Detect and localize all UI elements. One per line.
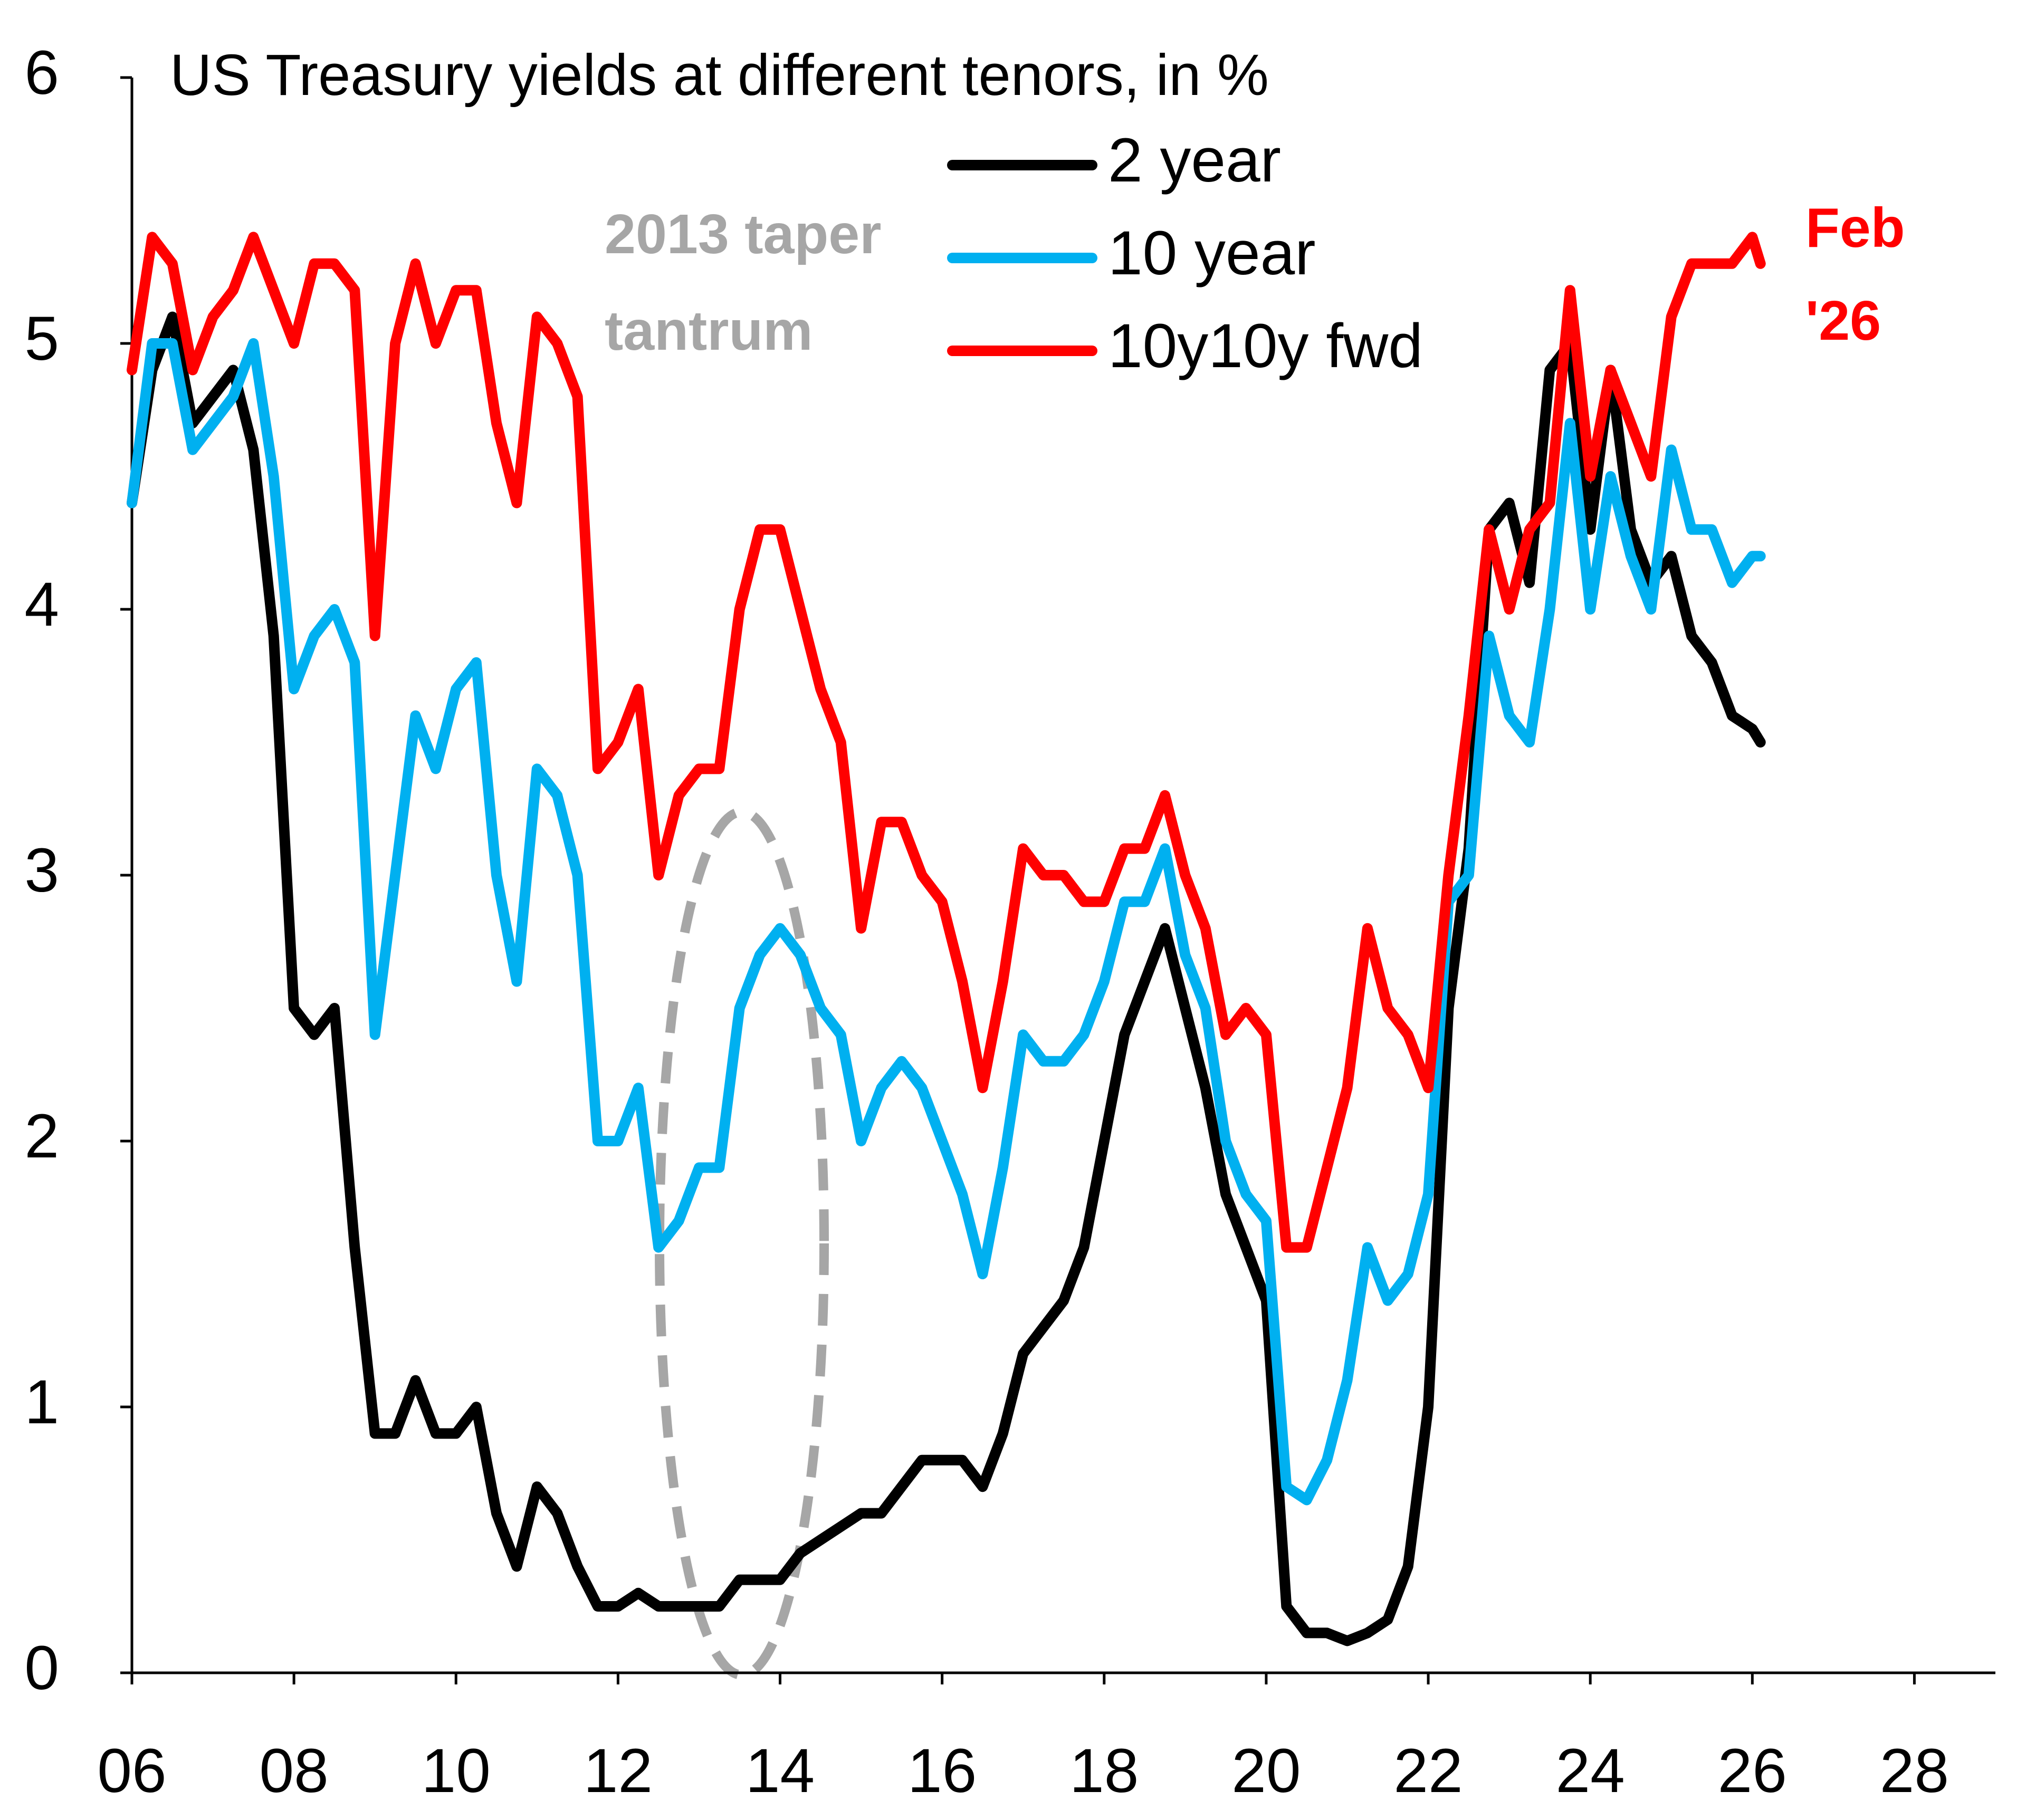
y-tick-label: 6	[24, 38, 59, 108]
x-tick-label: 08	[259, 1736, 328, 1806]
legend-label: 2 year	[1108, 126, 1281, 195]
x-tick-label: 26	[1718, 1736, 1787, 1806]
x-tick-label: 22	[1393, 1736, 1463, 1806]
legend-label: 10 year	[1108, 218, 1316, 288]
annotation: tantrum	[605, 300, 813, 362]
taper-ellipse	[655, 807, 829, 1680]
x-tick-label: 24	[1556, 1736, 1625, 1806]
y-tick-label: 5	[24, 304, 59, 373]
y-tick-label: 4	[24, 570, 59, 639]
annotation: '26	[1805, 290, 1881, 352]
x-tick-label: 10	[422, 1736, 491, 1806]
y-tick-label: 1	[24, 1367, 59, 1437]
y-tick-label: 0	[24, 1633, 59, 1703]
x-tick-label: 12	[584, 1736, 653, 1806]
x-tick-label: 18	[1069, 1736, 1139, 1806]
series-line	[127, 338, 1766, 1506]
annotation: 2013 taper	[605, 203, 881, 265]
y-tick-label: 3	[24, 836, 59, 905]
x-tick-label: 14	[746, 1736, 815, 1806]
legend-label: 10y10y fwd	[1108, 311, 1423, 381]
x-tick-label: 20	[1231, 1736, 1301, 1806]
series-line	[127, 232, 1766, 1253]
chart-title: US Treasury yields at different tenors, …	[170, 43, 1269, 108]
x-tick-label: 16	[907, 1736, 977, 1806]
x-tick-label: 28	[1880, 1736, 1949, 1806]
annotation: Feb	[1805, 197, 1905, 259]
series-line	[127, 311, 1766, 1646]
y-tick-label: 2	[24, 1101, 59, 1171]
x-tick-label: 06	[97, 1736, 166, 1806]
